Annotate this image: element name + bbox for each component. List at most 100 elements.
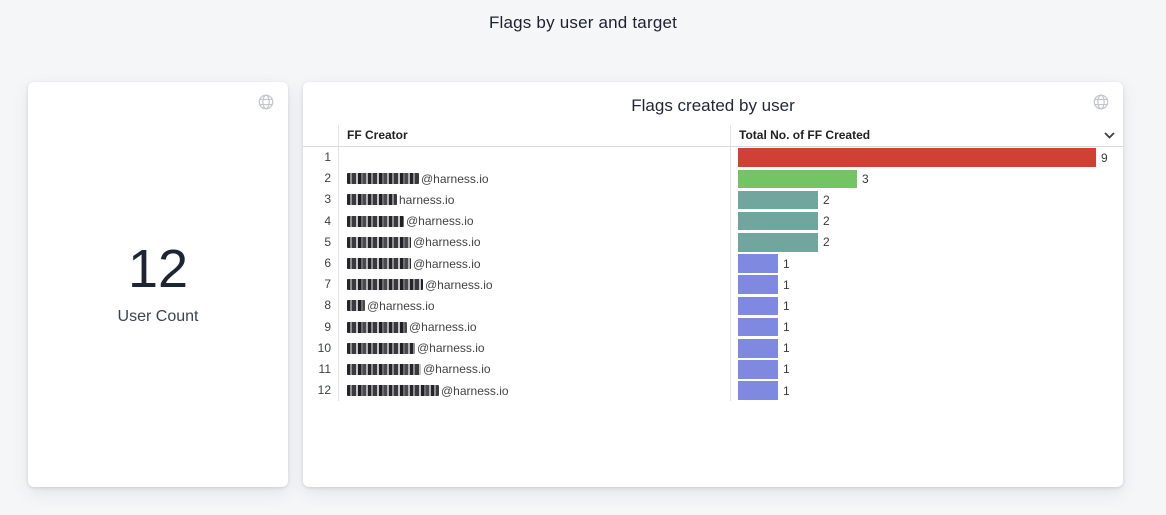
row-creator-cell: @harness.io (339, 252, 731, 275)
bar[interactable] (738, 381, 778, 400)
row-rank: 5 (303, 231, 339, 253)
row-rank: 2 (303, 168, 339, 190)
bar[interactable] (738, 317, 778, 337)
table-row[interactable]: 12 @harness.io 1 (303, 380, 1123, 402)
creator-email: @harness.io (441, 383, 509, 398)
row-bar-cell: 1 (731, 338, 1123, 359)
row-creator-cell (339, 147, 731, 169)
row-bar-cell: 1 (731, 295, 1123, 316)
creator-email: @harness.io (413, 256, 481, 271)
table-row[interactable]: 2 @harness.io 3 (303, 168, 1123, 190)
row-creator-cell: @harness.io (339, 168, 731, 190)
row-bar-cell: 1 (731, 317, 1123, 338)
chart-title: Flags created by user (631, 96, 795, 115)
bar[interactable] (738, 339, 778, 358)
row-rank: 4 (303, 210, 339, 232)
redacted-text (347, 279, 423, 291)
table-row[interactable]: 10 @harness.io 1 (303, 337, 1123, 359)
table-body: 1 9 2 @harness.io 3 3 harness.io 2 4 @ (303, 147, 1123, 402)
creator-email: @harness.io (406, 214, 474, 229)
row-rank: 9 (303, 316, 339, 338)
redacted-text (347, 342, 415, 354)
flags-table: FF Creator Total No. of FF Created 1 9 2… (303, 125, 1123, 402)
redacted-text (347, 300, 365, 312)
rank-column-header (303, 125, 339, 146)
row-bar-cell: 1 (731, 274, 1123, 295)
bar[interactable] (738, 148, 1096, 167)
bar[interactable] (738, 254, 778, 273)
table-row[interactable]: 1 9 (303, 147, 1123, 169)
creator-email: @harness.io (425, 277, 493, 292)
row-creator-cell: @harness.io (339, 316, 731, 338)
row-rank: 10 (303, 337, 339, 359)
table-row[interactable]: 5 @harness.io 2 (303, 231, 1123, 253)
bar-value-label: 1 (783, 362, 790, 377)
row-rank: 3 (303, 189, 339, 211)
redacted-text (347, 194, 397, 206)
scorecard: 12 User Count (28, 239, 288, 326)
chevron-down-icon[interactable] (1104, 132, 1115, 139)
row-creator-cell: @harness.io (339, 274, 731, 296)
bar[interactable] (738, 296, 778, 316)
page-title: Flags by user and target (488, 13, 678, 32)
bar-value-label: 1 (783, 256, 790, 271)
bar-value-label: 2 (823, 192, 830, 207)
redacted-text (347, 321, 407, 333)
row-bar-cell: 1 (731, 359, 1123, 380)
bar-value-label: 3 (862, 171, 869, 186)
redacted-text (347, 385, 439, 397)
row-rank: 1 (303, 147, 339, 169)
table-row[interactable]: 3 harness.io 2 (303, 189, 1123, 211)
table-row[interactable]: 11 @harness.io 1 (303, 358, 1123, 381)
globe-icon (1092, 93, 1110, 111)
bar[interactable] (738, 211, 818, 231)
row-rank: 11 (303, 358, 339, 381)
row-creator-cell: @harness.io (339, 210, 731, 232)
table-row[interactable]: 9 @harness.io 1 (303, 316, 1123, 338)
table-header: FF Creator Total No. of FF Created (303, 125, 1123, 147)
bar[interactable] (738, 169, 857, 189)
table-row[interactable]: 8 @harness.io 1 (303, 295, 1123, 317)
bar-value-label: 2 (823, 214, 830, 229)
creator-email: @harness.io (367, 298, 435, 313)
row-rank: 12 (303, 380, 339, 402)
row-bar-cell: 2 (731, 211, 1123, 232)
row-creator-cell: @harness.io (339, 337, 731, 359)
bar-value-label: 1 (783, 277, 790, 292)
row-creator-cell: @harness.io (339, 358, 731, 381)
row-creator-cell: @harness.io (339, 295, 731, 317)
creator-email: @harness.io (409, 320, 477, 335)
table-row[interactable]: 6 @harness.io 1 (303, 252, 1123, 275)
creator-email: @harness.io (423, 362, 491, 377)
redacted-text (347, 258, 411, 270)
user-count-card: 12 User Count (28, 82, 288, 487)
row-creator-cell: harness.io (339, 189, 731, 211)
bar-value-label: 2 (823, 235, 830, 250)
user-count-value: 12 (127, 239, 189, 299)
row-bar-cell: 3 (731, 168, 1123, 189)
bar[interactable] (738, 275, 778, 294)
bar[interactable] (738, 233, 818, 252)
bar-value-label: 1 (783, 298, 790, 313)
row-bar-cell: 9 (731, 147, 1123, 168)
user-count-label: User Count (117, 308, 199, 325)
table-row[interactable]: 7 @harness.io 1 (303, 274, 1123, 296)
creator-email: @harness.io (417, 341, 485, 356)
row-bar-cell: 2 (731, 189, 1123, 210)
total-ff-column-header[interactable]: Total No. of FF Created (739, 128, 871, 142)
bar-value-label: 1 (783, 341, 790, 356)
bar-value-label: 9 (1101, 150, 1108, 165)
row-bar-cell: 2 (731, 232, 1123, 253)
row-bar-cell: 1 (731, 380, 1123, 401)
row-rank: 8 (303, 295, 339, 317)
ff-creator-column-header[interactable]: FF Creator (339, 125, 731, 146)
redacted-text (347, 236, 411, 248)
row-creator-cell: @harness.io (339, 231, 731, 253)
globe-icon (257, 93, 275, 111)
table-row[interactable]: 4 @harness.io 2 (303, 210, 1123, 232)
redacted-text (347, 173, 419, 185)
redacted-text (347, 363, 421, 375)
bar[interactable] (738, 360, 778, 379)
bar[interactable] (738, 190, 818, 210)
creator-email: harness.io (399, 192, 455, 207)
